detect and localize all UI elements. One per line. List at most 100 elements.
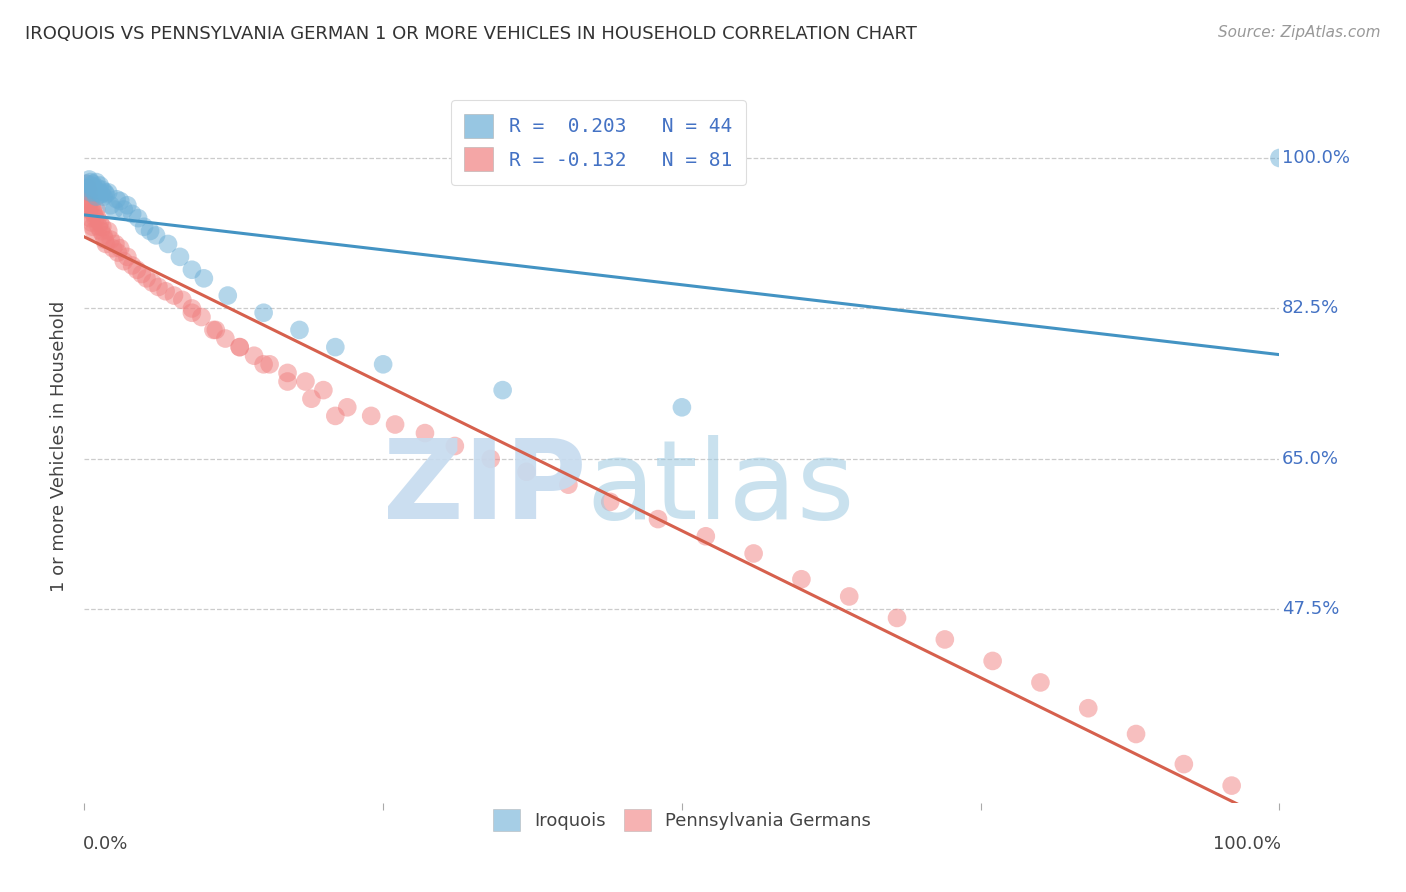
Text: 65.0%: 65.0% bbox=[1282, 450, 1339, 468]
Point bbox=[190, 310, 212, 324]
Point bbox=[214, 332, 236, 346]
Point bbox=[86, 189, 108, 203]
Point bbox=[84, 211, 107, 226]
Point bbox=[89, 178, 111, 193]
Point bbox=[105, 192, 128, 206]
Point bbox=[181, 262, 204, 277]
Point bbox=[76, 177, 98, 191]
Point bbox=[87, 219, 110, 234]
Point bbox=[79, 211, 101, 226]
Point bbox=[121, 259, 143, 273]
Point bbox=[110, 241, 132, 255]
Point bbox=[93, 228, 115, 243]
Point bbox=[139, 224, 162, 238]
Point bbox=[217, 288, 239, 302]
Point bbox=[84, 186, 107, 200]
Point bbox=[79, 186, 101, 200]
Point bbox=[77, 181, 100, 195]
Point bbox=[125, 262, 148, 277]
Point bbox=[384, 417, 406, 432]
Point bbox=[981, 654, 1004, 668]
Point bbox=[301, 392, 323, 406]
Point bbox=[103, 202, 125, 217]
Point bbox=[259, 357, 281, 371]
Point bbox=[492, 383, 515, 397]
Point bbox=[94, 236, 117, 251]
Point bbox=[172, 293, 194, 307]
Point bbox=[312, 383, 335, 397]
Point bbox=[77, 202, 100, 217]
Point bbox=[76, 194, 98, 208]
Point bbox=[80, 178, 103, 193]
Point bbox=[79, 194, 101, 208]
Point bbox=[325, 340, 347, 354]
Point bbox=[83, 224, 105, 238]
Point bbox=[1173, 757, 1195, 772]
Point bbox=[294, 375, 316, 389]
Point bbox=[1220, 779, 1243, 793]
Point bbox=[360, 409, 382, 423]
Point bbox=[790, 572, 813, 586]
Point bbox=[79, 175, 101, 189]
Point bbox=[89, 215, 111, 229]
Point bbox=[155, 285, 177, 299]
Point bbox=[100, 233, 122, 247]
Point bbox=[112, 202, 135, 217]
Point bbox=[86, 202, 108, 217]
Point bbox=[163, 288, 186, 302]
Point bbox=[886, 611, 908, 625]
Point bbox=[107, 245, 129, 260]
Point bbox=[112, 254, 135, 268]
Point bbox=[86, 181, 108, 195]
Point bbox=[97, 224, 120, 238]
Legend: Iroquois, Pennsylvania Germans: Iroquois, Pennsylvania Germans bbox=[484, 800, 880, 840]
Text: Source: ZipAtlas.com: Source: ZipAtlas.com bbox=[1218, 25, 1381, 40]
Point bbox=[87, 186, 110, 200]
Point bbox=[86, 211, 108, 226]
Point bbox=[117, 198, 139, 212]
Text: 47.5%: 47.5% bbox=[1282, 600, 1340, 618]
Text: 100.0%: 100.0% bbox=[1282, 149, 1350, 167]
Point bbox=[934, 632, 956, 647]
Point bbox=[82, 202, 104, 217]
Point bbox=[80, 215, 103, 229]
Point bbox=[181, 301, 204, 316]
Point bbox=[94, 187, 117, 202]
Point bbox=[83, 181, 105, 195]
Point bbox=[202, 323, 225, 337]
Point bbox=[145, 228, 167, 243]
Point bbox=[91, 219, 114, 234]
Text: IROQUOIS VS PENNSYLVANIA GERMAN 1 OR MORE VEHICLES IN HOUSEHOLD CORRELATION CHAR: IROQUOIS VS PENNSYLVANIA GERMAN 1 OR MOR… bbox=[25, 25, 917, 43]
Point bbox=[77, 172, 100, 186]
Point bbox=[516, 465, 538, 479]
Point bbox=[277, 375, 299, 389]
Point bbox=[100, 198, 122, 212]
Point bbox=[93, 189, 115, 203]
Point bbox=[110, 194, 132, 208]
Text: 0.0%: 0.0% bbox=[83, 835, 128, 853]
Point bbox=[157, 236, 180, 251]
Point bbox=[83, 207, 105, 221]
Point bbox=[742, 546, 765, 560]
Point bbox=[77, 198, 100, 212]
Point bbox=[77, 181, 100, 195]
Point bbox=[253, 306, 276, 320]
Point bbox=[479, 451, 502, 466]
Point bbox=[413, 426, 436, 441]
Point bbox=[277, 366, 299, 380]
Point bbox=[193, 271, 215, 285]
Point bbox=[90, 224, 112, 238]
Point bbox=[121, 207, 143, 221]
Point bbox=[104, 236, 127, 251]
Point bbox=[1029, 675, 1052, 690]
Point bbox=[288, 323, 311, 337]
Point bbox=[127, 211, 149, 226]
Point bbox=[77, 186, 100, 200]
Point bbox=[1268, 151, 1291, 165]
Point bbox=[671, 401, 693, 415]
Point bbox=[82, 219, 104, 234]
Point bbox=[141, 276, 163, 290]
Y-axis label: 1 or more Vehicles in Household: 1 or more Vehicles in Household bbox=[51, 301, 69, 591]
Point bbox=[82, 183, 104, 197]
Point bbox=[373, 357, 395, 371]
